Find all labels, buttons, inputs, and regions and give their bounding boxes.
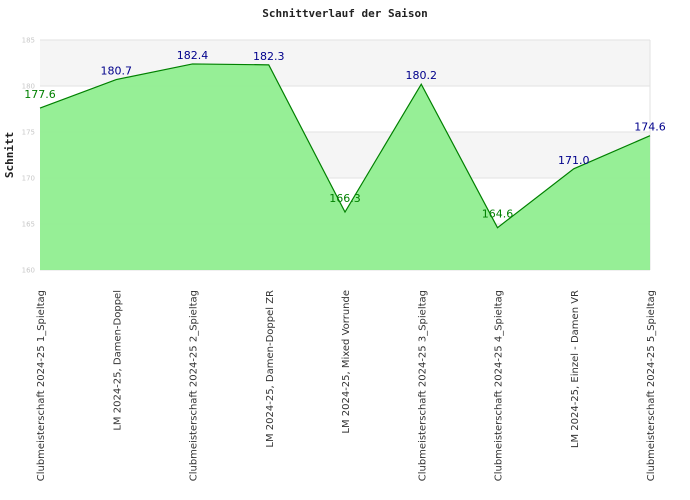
y-tick-label: 165 (22, 221, 35, 229)
x-tick-label: LM 2024-25, Einzel - Damen VR (570, 290, 581, 448)
x-tick-label: LM 2024-25, Damen-Doppel ZR (265, 290, 276, 448)
data-label: 174.6 (634, 121, 666, 134)
x-tick-label: Clubmeisterschaft 2024-25 1_Spieltag (36, 290, 47, 481)
data-label: 171.0 (558, 154, 590, 167)
data-labels: 177.6 180.7 182.4 182.3 166.3 180.2 164.6 171.0… (24, 49, 666, 221)
x-tick-label: Clubmeisterschaft 2024-25 4_Spieltag (494, 290, 505, 481)
x-tick-label: Clubmeisterschaft 2024-25 5_Spieltag (646, 290, 657, 481)
data-label: 164.6 (482, 208, 514, 221)
data-label: 182.3 (253, 50, 285, 63)
x-tick-label: Clubmeisterschaft 2024-25 3_Spieltag (417, 290, 428, 481)
y-tick-label: 185 (22, 37, 35, 45)
data-label: 180.2 (406, 69, 438, 82)
y-tick-labels: 160 165 170 175 180 185 (22, 37, 35, 275)
series-line (39, 63, 651, 229)
data-label: 166.3 (329, 192, 361, 205)
y-tick-label: 160 (22, 267, 35, 275)
x-tick-labels: Clubmeisterschaft 2024-25 1_Spieltag LM 2… (36, 290, 657, 481)
y-tick-label: 170 (22, 175, 35, 183)
chart-title: Schnittverlauf der Saison (262, 7, 428, 20)
x-tick-label: Clubmeisterschaft 2024-25 2_Spieltag (189, 290, 200, 481)
y-tick-label: 175 (22, 129, 35, 137)
y-tick-label: 180 (22, 83, 35, 91)
x-tick-label: LM 2024-25, Damen-Doppel (112, 290, 123, 431)
data-label: 180.7 (101, 65, 133, 78)
x-tick-label: LM 2024-25, Mixed Vorrunde (341, 290, 352, 434)
data-label: 177.6 (24, 88, 56, 101)
data-label: 182.4 (177, 49, 209, 62)
series-area (40, 63, 650, 270)
y-axis-label: Schnitt (3, 132, 16, 178)
